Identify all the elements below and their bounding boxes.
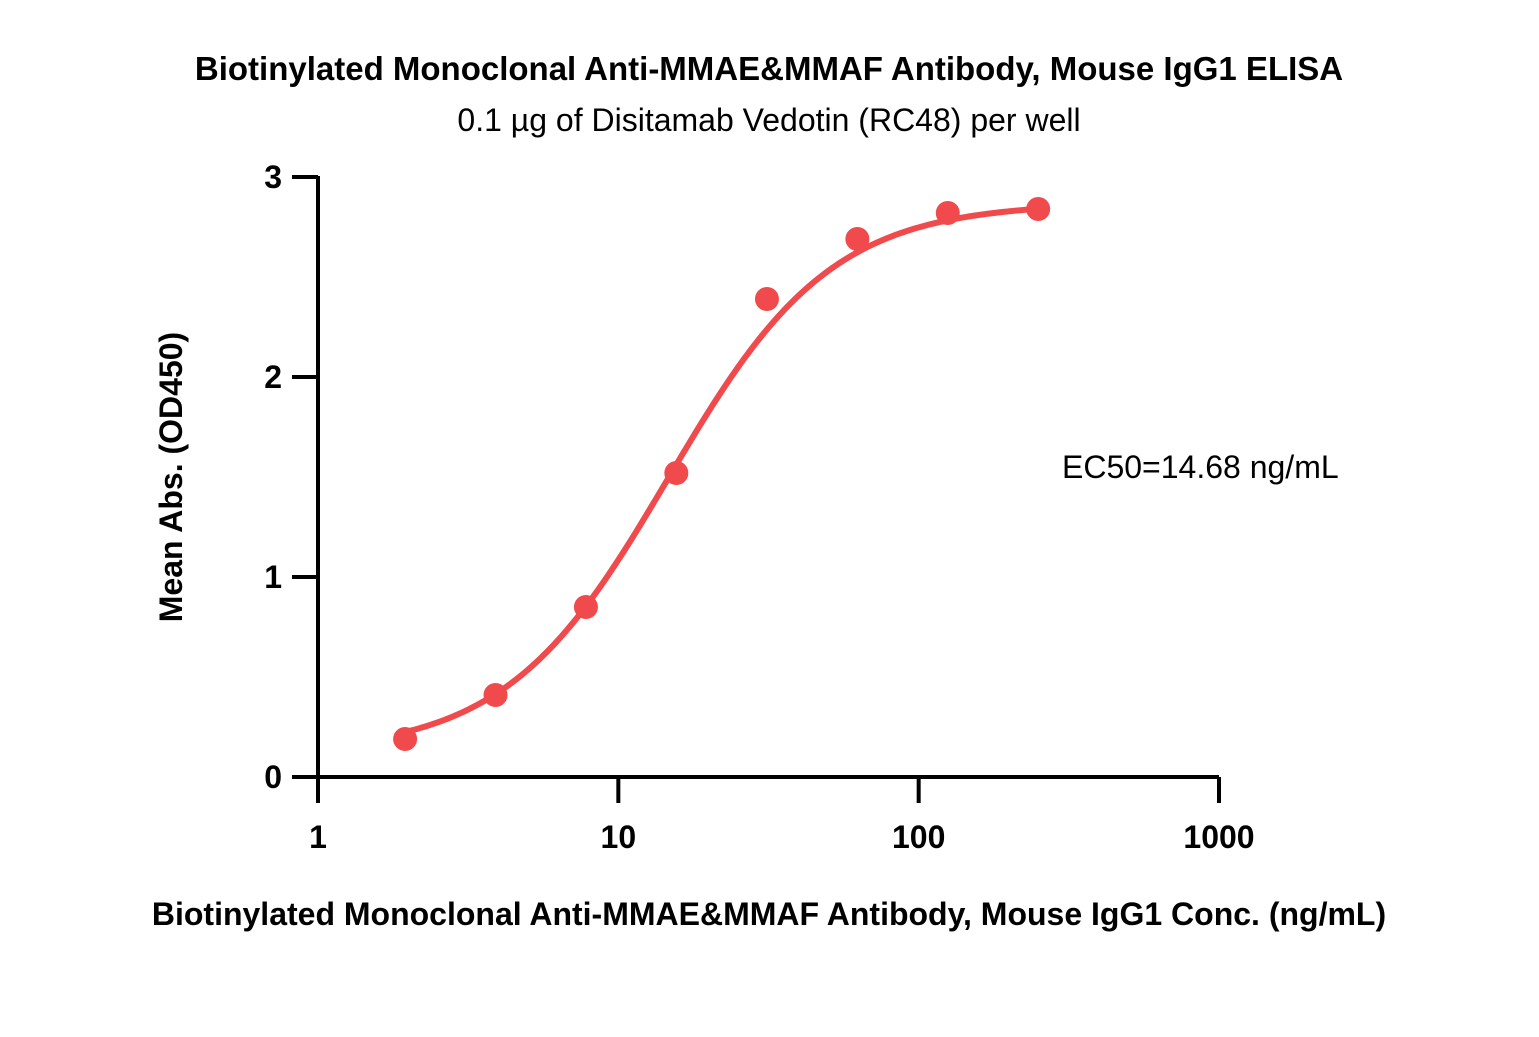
data-points [393,197,1051,751]
y-tick-label: 1 [264,559,282,595]
y-tick-label: 2 [264,359,282,395]
plot-layer [393,197,1051,751]
data-point [573,595,598,619]
x-tick-label: 10 [601,819,637,855]
y-ticks: 0 1 2 3 [264,159,318,795]
data-point [483,683,508,707]
data-point [393,727,418,751]
x-tick-label: 1 [309,819,327,855]
chart-subtitle: 0.1 µg of Disitamab Vedotin (RC48) per w… [457,102,1080,138]
y-tick-label: 0 [264,759,282,795]
data-point [664,461,689,485]
y-axis-title: Mean Abs. (OD450) [153,332,189,622]
y-tick-label: 3 [264,159,282,195]
ec50-annotation: EC50=14.68 ng/mL [1062,449,1339,485]
data-point [1026,197,1051,221]
data-point [935,201,960,225]
fit-curve [402,205,1042,736]
x-tick-label: 100 [892,819,945,855]
data-point [845,227,870,251]
chart-title: Biotinylated Monoclonal Anti-MMAE&MMAF A… [195,50,1343,87]
x-tick-label: 1000 [1183,819,1254,855]
x-axis-title: Biotinylated Monoclonal Anti-MMAE&MMAF A… [152,896,1386,932]
x-ticks: 1 10 100 1000 [309,777,1255,855]
data-point [754,287,779,311]
